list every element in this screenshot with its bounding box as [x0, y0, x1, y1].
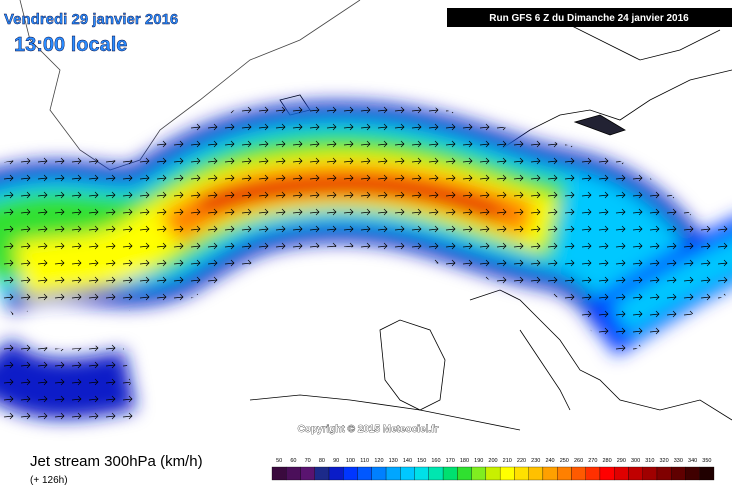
legend-label: 150 [417, 458, 426, 464]
legend-label: 100 [346, 458, 355, 464]
legend-label: 80 [319, 458, 325, 464]
legend-swatch [499, 466, 515, 481]
legend-swatch [343, 466, 358, 481]
legend-swatch [428, 466, 444, 481]
legend-swatch [371, 466, 387, 481]
legend-label: 290 [617, 458, 626, 464]
legend-swatch [442, 466, 458, 481]
legend-label: 340 [688, 458, 697, 464]
footer-title: Jet stream 300hPa (km/h) [30, 453, 203, 470]
legend-label: 260 [574, 458, 583, 464]
legend-label: 320 [660, 458, 669, 464]
legend-label: 350 [702, 458, 711, 464]
legend-swatch [485, 466, 501, 481]
legend-label: 180 [460, 458, 469, 464]
legend-swatch [471, 466, 487, 481]
legend-label: 210 [503, 458, 512, 464]
legend-label: 90 [333, 458, 339, 464]
legend-swatch [699, 466, 715, 481]
legend-swatch [314, 466, 330, 481]
wind-arrows [0, 0, 732, 446]
legend-label: 330 [674, 458, 683, 464]
legend-swatch [542, 466, 558, 481]
legend-label: 70 [305, 458, 311, 464]
date-label: Vendredi 29 janvier 2016 [4, 11, 178, 28]
legend-swatch [300, 466, 315, 481]
time-label: 13:00 locale [14, 34, 127, 56]
color-legend: 50 60 70 80 90 100 110 120 130 140 150 160 170 180 190… [271, 458, 715, 481]
legend-label: 190 [474, 458, 483, 464]
legend-swatch [385, 466, 401, 481]
legend-swatch [671, 466, 686, 481]
legend-label: 120 [374, 458, 383, 464]
legend-label: 250 [560, 458, 569, 464]
legend-swatch [585, 466, 601, 481]
legend-swatch [357, 466, 372, 481]
copyright: Copyright © 2015 Meteociel.fr [298, 424, 439, 435]
legend-swatch [642, 466, 658, 481]
legend-swatch [557, 466, 572, 481]
legend-swatch [514, 466, 529, 481]
legend-swatch [599, 466, 615, 481]
legend-swatch [328, 466, 344, 481]
legend-swatch [286, 466, 301, 481]
run-label: Run GFS 6 Z du Dimanche 24 janvier 2016 [489, 13, 689, 24]
legend-label: 60 [290, 458, 296, 464]
run-box [447, 8, 732, 27]
legend-swatch [457, 466, 472, 481]
legend-label: 140 [403, 458, 412, 464]
footer-lead: (+ 126h) [30, 475, 68, 486]
legend-label: 130 [389, 458, 398, 464]
legend-label: 110 [360, 458, 369, 464]
legend-swatch [400, 466, 415, 481]
legend-label: 160 [431, 458, 440, 464]
legend-swatch [271, 466, 287, 481]
legend-label: 300 [631, 458, 640, 464]
legend-swatch [628, 466, 643, 481]
legend-swatch [656, 466, 672, 481]
legend-label: 240 [545, 458, 554, 464]
legend-label: 270 [588, 458, 597, 464]
legend-label: 230 [531, 458, 540, 464]
legend-label: 220 [517, 458, 526, 464]
legend-swatch [571, 466, 586, 481]
legend-swatch [614, 466, 629, 481]
legend-label: 280 [602, 458, 611, 464]
legend-label: 310 [645, 458, 654, 464]
legend-swatch [685, 466, 700, 481]
legend-label: 50 [276, 458, 282, 464]
legend-swatch [528, 466, 544, 481]
legend-label: 170 [446, 458, 455, 464]
legend-label: 200 [488, 458, 497, 464]
legend-swatch [414, 466, 429, 481]
